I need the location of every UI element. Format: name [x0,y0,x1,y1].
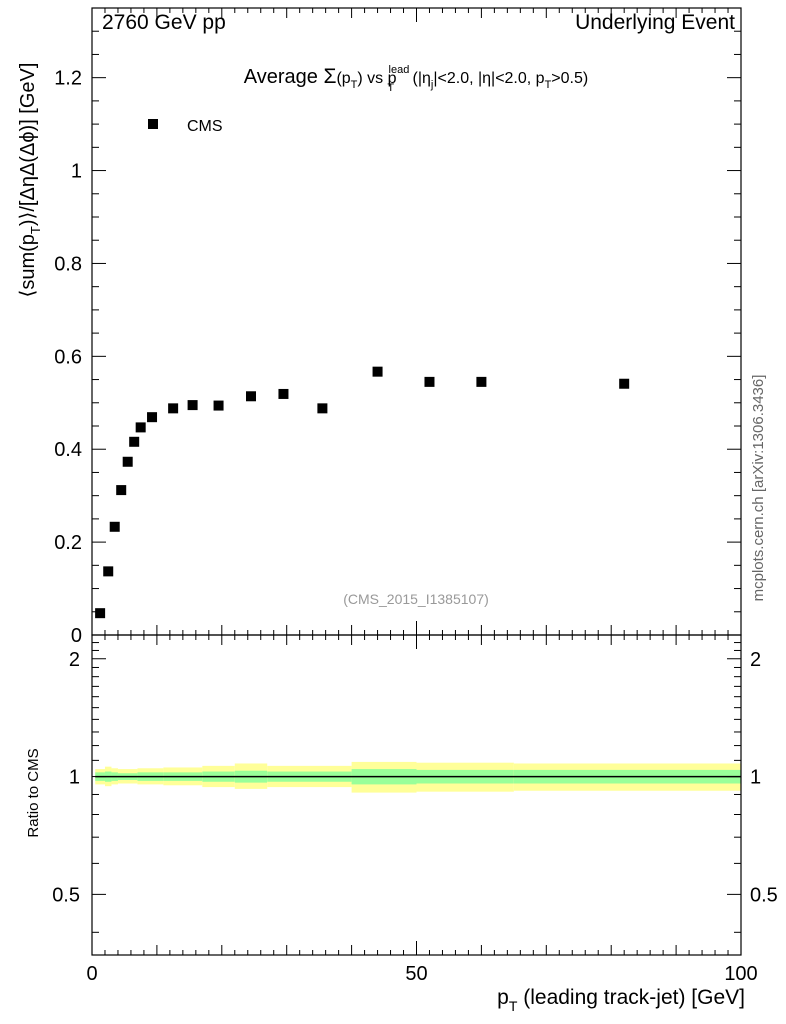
data-point-12 [278,388,289,399]
lower-y-tick-label-left-2: 2 [69,649,80,671]
data-point-11 [246,391,257,402]
data-point-8 [168,403,179,414]
upper-y-tick-label-1: 0.2 [54,532,82,554]
lower-y-tick-label-right-0: 0.5 [750,884,778,906]
header-left-label: 2760 GeV pp [102,11,226,34]
data-point-0 [95,608,106,619]
data-point-10 [213,400,224,411]
lower-y-tick-label-left-1: 1 [69,767,80,789]
data-point-13 [317,403,328,414]
data-point-1 [103,566,114,577]
lower-y-axis-title: Ratio to CMS [25,748,42,837]
upper-y-tick-label-5: 1 [71,161,82,183]
data-point-9 [187,400,198,411]
upper-panel-frame [91,7,742,636]
upper-y-tick-label-0: 0 [71,625,82,647]
side-source-label: mcplots.cern.ch [arXiv:1306.3436] [750,375,767,602]
upper-y-tick-label-3: 0.6 [54,346,82,368]
lower-y-tick-label-right-2: 2 [750,649,761,671]
data-point-4 [122,456,133,467]
upper-y-tick-label-6: 1.2 [54,68,82,90]
data-markers [95,366,630,619]
x-axis-title: pT (leading track-jet) [GeV] [497,986,745,1014]
lower-panel-frame [91,634,742,956]
data-point-7 [147,412,158,423]
data-point-5 [129,436,140,447]
data-point-17 [619,378,630,389]
x-tick-label-100: 100 [724,963,757,985]
lower-panel-bands [95,761,741,793]
x-tick-label-0: 0 [86,963,97,985]
lower-y-tick-label-left-0: 0.5 [52,884,80,906]
data-point-16 [476,376,487,387]
upper-y-tick-label-2: 0.4 [54,439,82,461]
lower-y-tick-label-right-1: 1 [750,767,761,789]
upper-y-tick-label-4: 0.8 [54,253,82,275]
data-point-2 [109,521,120,532]
legend-label-cms: CMS [187,118,223,135]
plot-title: Average Σ(pT) vs plead T (|ηj|<2.0, |η|<2… [244,64,588,94]
analysis-id-label: (CMS_2015_I1385107) [343,591,489,607]
data-point-14 [372,366,383,377]
upper-y-axis-title: ⟨sum(pT)⟩/[ΔηΔ(Δϕ)] [GeV] [17,63,43,298]
data-point-15 [424,376,435,387]
axes: 0 50 100 0 0.2 0.4 0.6 0.8 1 1.2 0.5 0.5 1 1 2 2 [52,7,778,985]
data-point-3 [116,485,127,496]
data-point-6 [135,422,146,433]
header-right-label: Underlying Event [575,11,735,34]
legend-marker-cms [148,119,158,129]
x-tick-label-50: 50 [405,963,427,985]
